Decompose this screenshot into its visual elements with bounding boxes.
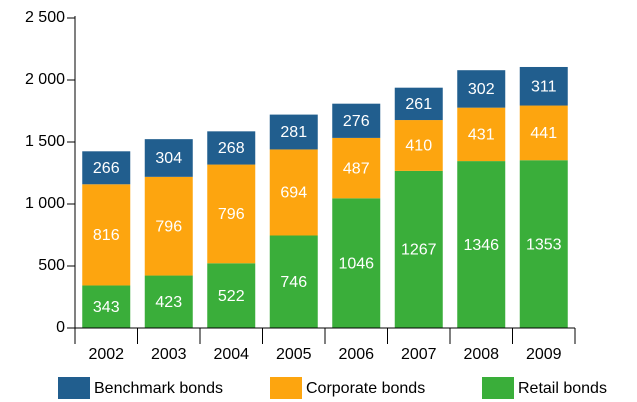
bar-segment xyxy=(144,139,193,177)
bar-segment xyxy=(457,161,506,328)
bar-segment xyxy=(269,235,318,328)
bar-segment xyxy=(519,160,568,328)
bar-segment xyxy=(82,151,131,185)
y-tick-label: 1 000 xyxy=(25,195,65,212)
x-tick-label: 2002 xyxy=(88,346,124,363)
legend-swatch xyxy=(270,377,302,399)
data-label: 1046 xyxy=(338,255,374,272)
bar-segment xyxy=(269,114,318,150)
bar-segment xyxy=(332,198,381,328)
data-label: 796 xyxy=(155,218,182,235)
bar-segment xyxy=(207,131,256,165)
data-label: 410 xyxy=(405,138,432,155)
legend-swatch xyxy=(58,377,90,399)
x-tick-label: 2008 xyxy=(463,346,499,363)
y-tick-label: 0 xyxy=(56,319,65,336)
bar-segment xyxy=(82,285,131,328)
bar-segment xyxy=(332,137,381,199)
x-tick-label: 2007 xyxy=(401,346,437,363)
bar-segment xyxy=(394,170,443,328)
data-label: 423 xyxy=(155,294,182,311)
bar-segment xyxy=(457,70,506,108)
data-label: 796 xyxy=(218,206,245,223)
y-tick-label: 500 xyxy=(38,257,65,274)
data-label: 1346 xyxy=(463,237,499,254)
data-label: 268 xyxy=(218,140,245,157)
data-label: 1353 xyxy=(526,236,562,253)
x-tick-label: 2006 xyxy=(338,346,374,363)
legend-swatch xyxy=(482,377,514,399)
x-tick-label: 2004 xyxy=(213,346,249,363)
data-label: 487 xyxy=(343,160,370,177)
x-tick-label: 2003 xyxy=(151,346,187,363)
bar-segment xyxy=(207,164,256,264)
data-label: 746 xyxy=(280,274,307,291)
data-label: 343 xyxy=(93,299,120,316)
data-label: 431 xyxy=(468,127,495,144)
bar-segment xyxy=(519,66,568,106)
bar-segment xyxy=(332,103,381,138)
data-label: 304 xyxy=(155,150,182,167)
legend-label: Benchmark bonds xyxy=(94,380,223,397)
y-tick-label: 2 000 xyxy=(25,71,65,88)
y-tick-label: 2 500 xyxy=(25,9,65,26)
bar-segment xyxy=(394,87,443,121)
bar-segment xyxy=(144,275,193,328)
bar-segment xyxy=(394,120,443,171)
bar-segment xyxy=(269,149,318,236)
legend-label: Corporate bonds xyxy=(306,380,425,397)
x-tick-label: 2005 xyxy=(276,346,312,363)
x-tick-label: 2009 xyxy=(526,346,562,363)
data-label: 522 xyxy=(218,288,245,305)
bar-segment xyxy=(82,184,131,286)
data-label: 311 xyxy=(531,78,557,95)
bar-segment xyxy=(144,176,193,276)
data-label: 261 xyxy=(405,96,432,113)
bar-segment xyxy=(519,105,568,161)
legend-label: Retail bonds xyxy=(518,380,607,397)
y-tick-label: 1 500 xyxy=(25,133,65,150)
data-label: 1267 xyxy=(401,242,437,259)
data-label: 694 xyxy=(280,185,307,202)
data-label: 441 xyxy=(530,125,557,142)
data-label: 281 xyxy=(280,124,307,141)
data-label: 302 xyxy=(468,81,495,98)
data-label: 276 xyxy=(343,113,370,130)
bar-segment xyxy=(207,263,256,328)
data-label: 266 xyxy=(93,160,120,177)
bar-segment xyxy=(457,107,506,162)
data-label: 816 xyxy=(93,227,120,244)
